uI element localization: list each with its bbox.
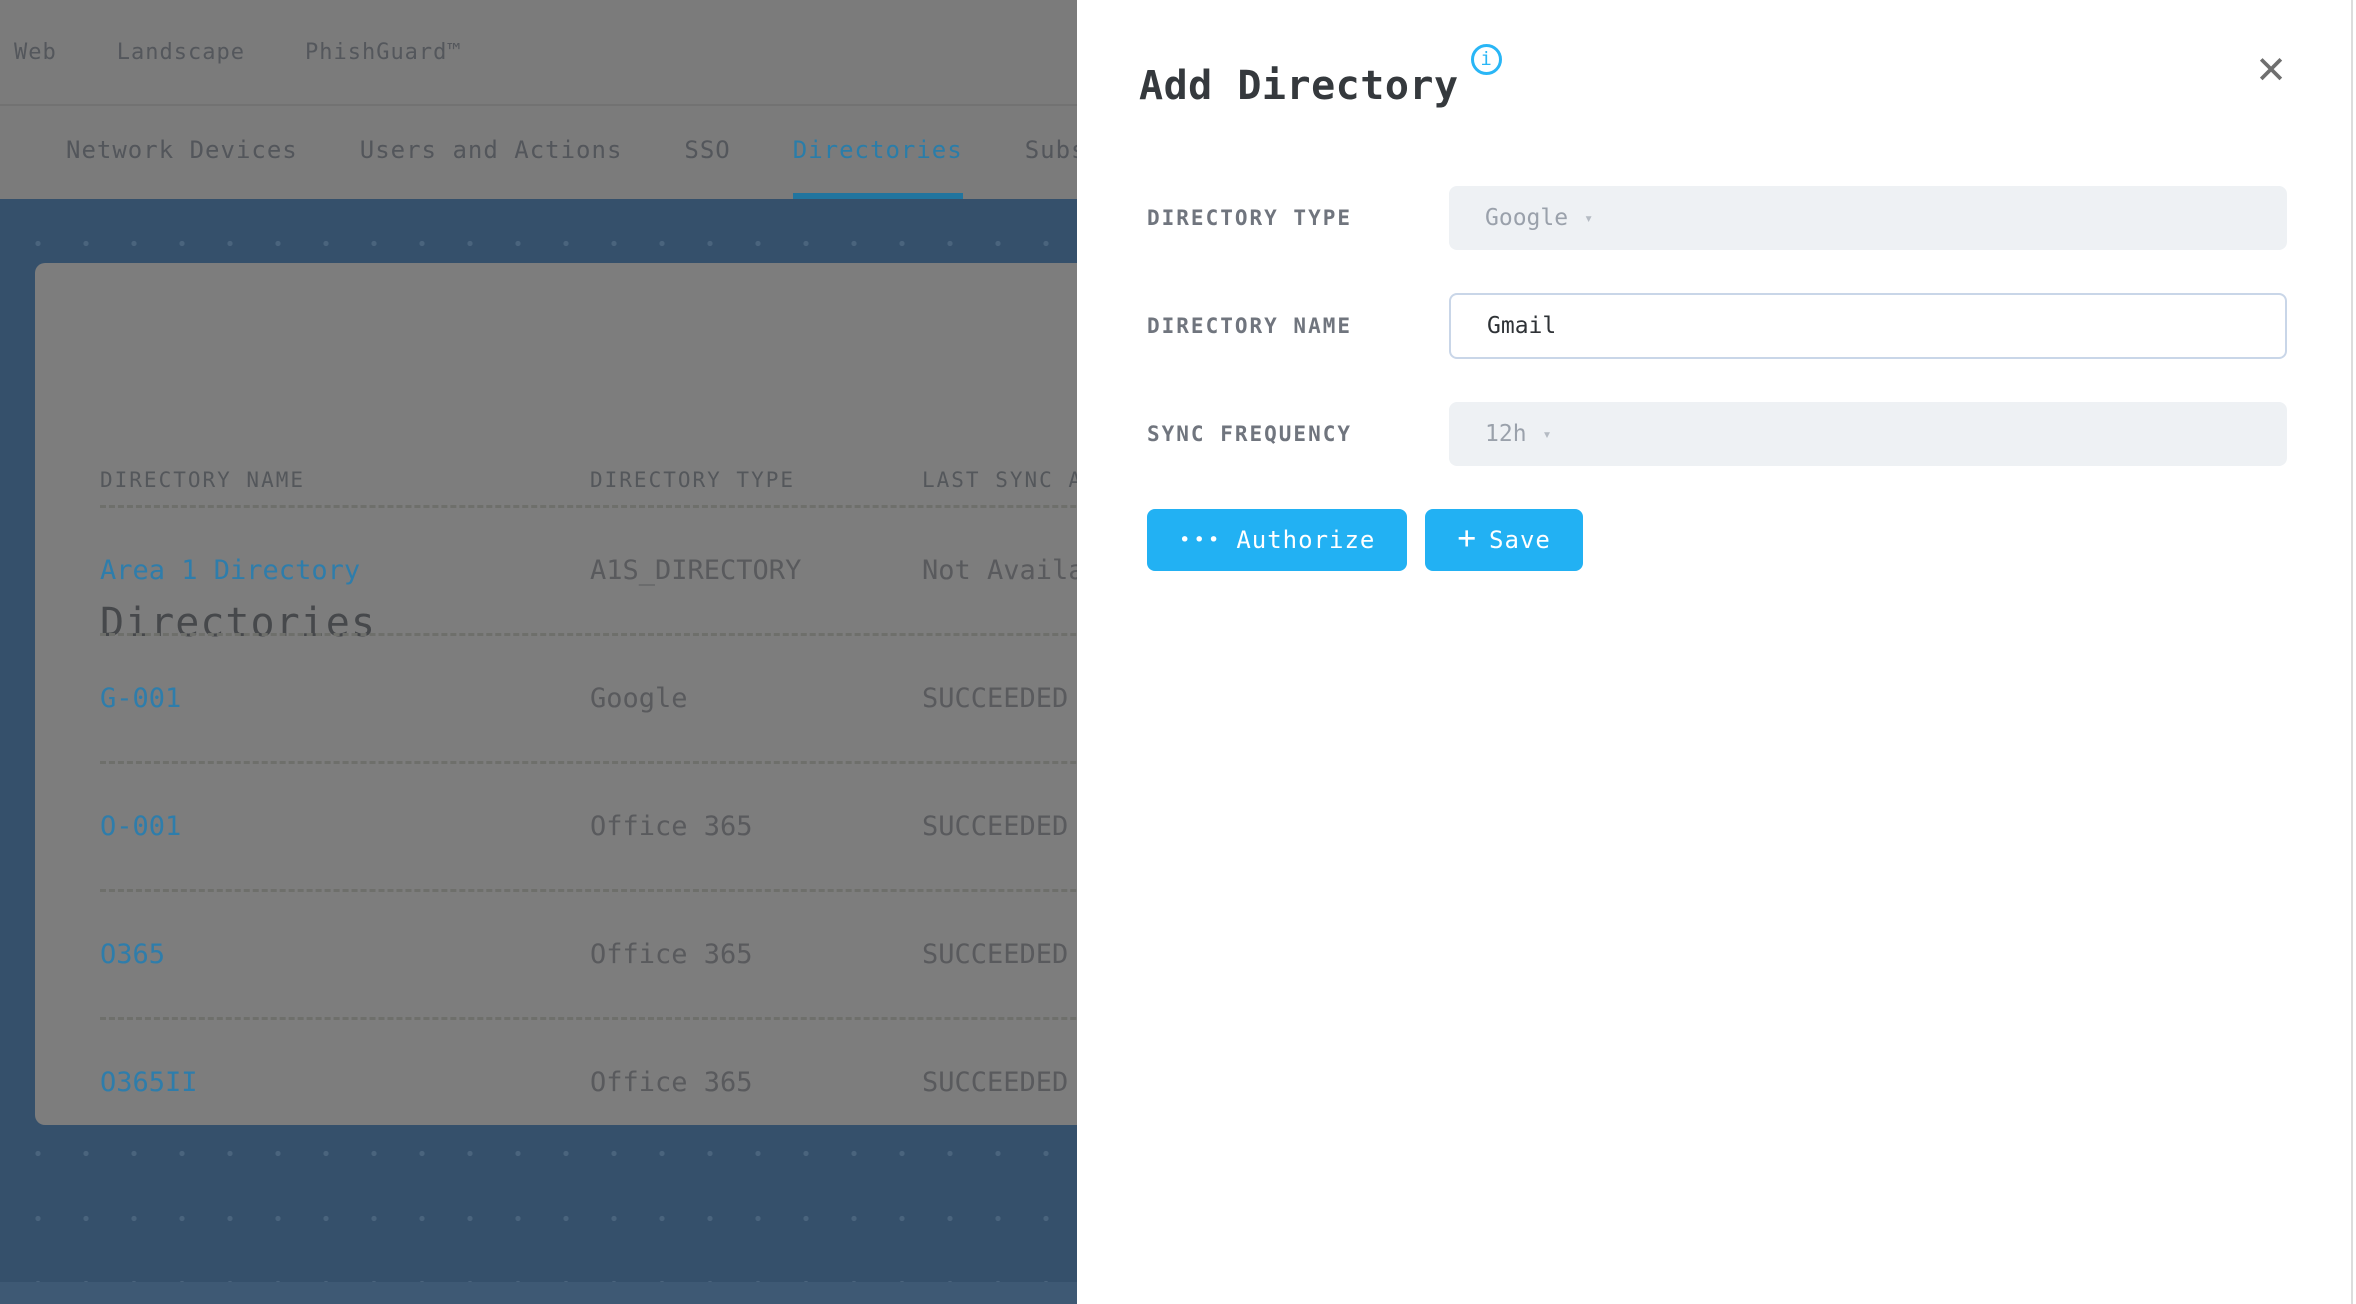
directory-type-cell: A1S_DIRECTORY (590, 555, 802, 586)
ellipsis-icon: ••• (1179, 528, 1223, 551)
topnav-item-phishguard[interactable]: PhishGuard™ (304, 39, 462, 65)
directory-type-label: DIRECTORY TYPE (1147, 206, 1353, 230)
last-sync-cell: SUCCEEDED (922, 811, 1069, 842)
directory-link[interactable]: O365II (100, 1067, 198, 1098)
chevron-down-icon: ▾ (1584, 209, 1594, 227)
tab-users-and-actions[interactable]: Users and Actions (360, 106, 623, 199)
directory-type-cell: Google (590, 683, 688, 714)
directory-link[interactable]: Area 1 Directory (100, 555, 361, 586)
topnav-item-web[interactable]: Web (14, 39, 57, 65)
sync-frequency-label: SYNC FREQUENCY (1147, 422, 1353, 446)
drawer-actions: ••• Authorize + Save (1147, 509, 2287, 571)
tab-label: Directories (792, 135, 963, 164)
tab-label: Network Devices (66, 135, 298, 164)
directory-name-label: DIRECTORY NAME (1147, 314, 1353, 338)
drawer-title-row: Add Directory i (1139, 44, 1502, 112)
column-header-directory-type: DIRECTORY TYPE (590, 468, 796, 492)
last-sync-cell: Not Availa (922, 555, 1085, 586)
directory-type-select[interactable]: Google ▾ (1449, 186, 2287, 250)
topnav-item-landscape[interactable]: Landscape (116, 39, 245, 65)
top-navigation: Web Landscape PhishGuard™ (14, 0, 462, 104)
form-row-directory-type: DIRECTORY TYPE Google ▾ (1147, 186, 2287, 250)
save-button-label: Save (1489, 526, 1551, 554)
column-header-directory-name: DIRECTORY NAME (100, 468, 306, 492)
chevron-down-icon: ▾ (1542, 425, 1552, 443)
tab-directories[interactable]: Directories (792, 106, 963, 199)
authorize-button-label: Authorize (1236, 526, 1376, 554)
tab-label: SSO (684, 135, 731, 164)
table-row: O365II Office 365 SUCCEEDED (100, 1020, 2325, 1125)
tab-network-devices[interactable]: Network Devices (66, 106, 298, 199)
directory-type-cell: Office 365 (590, 811, 753, 842)
info-icon[interactable]: i (1470, 44, 1502, 75)
directory-link[interactable]: O365 (100, 939, 166, 970)
directory-name-input[interactable] (1487, 313, 2285, 339)
directory-link[interactable]: G-001 (100, 683, 182, 714)
last-sync-cell: SUCCEEDED (922, 683, 1069, 714)
scrollbar-track-edge[interactable] (2351, 0, 2353, 1304)
tab-label: Users and Actions (359, 135, 623, 164)
tab-sso[interactable]: SSO (684, 106, 730, 199)
directory-name-field (1449, 293, 2287, 359)
directory-type-cell: Office 365 (590, 939, 753, 970)
form-row-directory-name: DIRECTORY NAME (1147, 293, 2287, 359)
add-directory-drawer: ✕ Add Directory i DIRECTORY TYPE Google ▾… (1077, 0, 2356, 1304)
directory-link[interactable]: O-001 (100, 811, 182, 842)
settings-tabbar: Network Devices Users and Actions SSO Di… (66, 106, 1133, 199)
save-button[interactable]: + Save (1425, 509, 1583, 571)
directory-type-value: Google (1485, 205, 1569, 231)
close-icon[interactable]: ✕ (2255, 48, 2287, 92)
sync-frequency-value: 12h (1485, 421, 1527, 447)
plus-icon: + (1457, 520, 1478, 556)
last-sync-cell: SUCCEEDED (922, 939, 1069, 970)
directory-type-cell: Office 365 (590, 1067, 753, 1098)
drawer-title: Add Directory (1139, 63, 1459, 109)
sync-frequency-select[interactable]: 12h ▾ (1449, 402, 2287, 466)
form-row-sync-frequency: SYNC FREQUENCY 12h ▾ (1147, 402, 2287, 466)
directories-card-title: Directories (100, 600, 376, 646)
add-directory-form: DIRECTORY TYPE Google ▾ DIRECTORY NAME S… (1147, 186, 2287, 571)
last-sync-cell: SUCCEEDED (922, 1067, 1069, 1098)
authorize-button[interactable]: ••• Authorize (1147, 509, 1408, 571)
column-header-last-sync: LAST SYNC A (922, 468, 1084, 492)
